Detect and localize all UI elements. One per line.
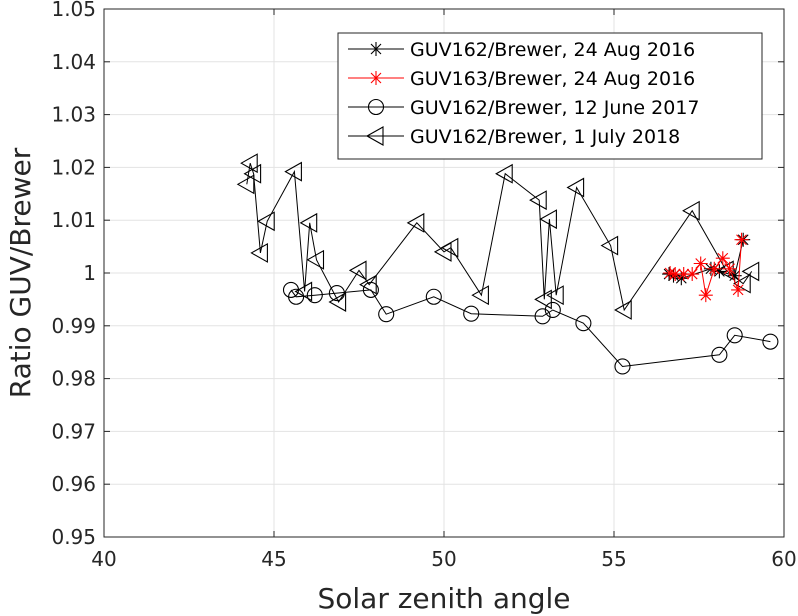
data-point bbox=[299, 212, 318, 233]
x-ticks: 40 45 50 55 60 bbox=[91, 9, 797, 571]
data-point bbox=[240, 153, 258, 174]
y-ticks: 0.95 0.96 0.97 0.98 0.99 1 1.01 1.02 1.03 1.04 1.0… bbox=[51, 0, 784, 549]
legend-box bbox=[337, 32, 763, 160]
y-tick-label: 1.01 bbox=[51, 208, 96, 232]
series-1 bbox=[663, 232, 749, 303]
data-point bbox=[733, 273, 751, 294]
data-point bbox=[727, 268, 742, 283]
data-point bbox=[600, 235, 619, 256]
data-point bbox=[362, 281, 379, 298]
data-point bbox=[762, 333, 779, 350]
data-point bbox=[406, 212, 425, 233]
data-point bbox=[471, 285, 489, 306]
data-point bbox=[243, 163, 262, 184]
data-point bbox=[698, 288, 713, 303]
x-tick-label: 60 bbox=[771, 547, 796, 571]
legend-marker bbox=[367, 98, 385, 116]
data-point bbox=[306, 287, 323, 304]
data-point bbox=[575, 315, 592, 332]
legend-label: GUV162/Brewer, 12 June 2017 bbox=[410, 97, 700, 119]
legend-label: GUV162/Brewer, 24 Aug 2016 bbox=[410, 39, 695, 61]
legend-marker bbox=[365, 126, 384, 146]
data-point bbox=[663, 266, 678, 280]
y-tick-label: 0.97 bbox=[51, 419, 96, 443]
data-point bbox=[726, 327, 743, 344]
data-point bbox=[328, 292, 347, 312]
y-tick-label: 1.02 bbox=[51, 155, 96, 179]
data-point bbox=[284, 161, 302, 182]
x-tick-label: 50 bbox=[431, 547, 456, 571]
data-point bbox=[668, 267, 683, 282]
series-line bbox=[246, 163, 753, 312]
data-point bbox=[539, 209, 557, 230]
data-point bbox=[529, 190, 547, 211]
data-point bbox=[257, 211, 275, 232]
data-point bbox=[236, 174, 255, 195]
data-point bbox=[614, 358, 631, 375]
data-point bbox=[734, 232, 749, 247]
data-point bbox=[348, 260, 367, 281]
data-point bbox=[495, 163, 513, 184]
x-tick-label: 40 bbox=[91, 547, 116, 571]
x-axis-title: Solar zenith angle bbox=[317, 582, 570, 615]
y-tick-label: 0.98 bbox=[51, 367, 96, 391]
y-tick-label: 0.95 bbox=[51, 525, 96, 549]
y-tick-label: 1 bbox=[83, 261, 96, 285]
data-point bbox=[731, 282, 746, 297]
data-point bbox=[534, 308, 551, 325]
data-point bbox=[716, 260, 734, 281]
legend-label: GUV162/Brewer, 1 July 2018 bbox=[410, 126, 680, 148]
series-layer bbox=[236, 153, 779, 375]
y-tick-label: 1.03 bbox=[51, 103, 96, 127]
data-point bbox=[614, 300, 632, 320]
data-point bbox=[328, 285, 345, 302]
data-point bbox=[722, 261, 737, 276]
y-tick-label: 0.96 bbox=[51, 472, 96, 496]
data-point bbox=[534, 289, 552, 310]
data-point bbox=[306, 249, 325, 270]
series-3 bbox=[236, 153, 760, 320]
data-point bbox=[685, 267, 700, 282]
data-point bbox=[676, 267, 691, 282]
x-tick-label: 45 bbox=[261, 547, 286, 571]
legend-label: GUV163/Brewer, 24 Aug 2016 bbox=[410, 68, 695, 90]
data-point bbox=[693, 256, 708, 271]
data-point bbox=[674, 271, 689, 286]
data-point bbox=[463, 305, 480, 322]
data-point bbox=[741, 261, 760, 282]
data-point bbox=[546, 285, 564, 306]
series-2 bbox=[282, 281, 779, 375]
data-point bbox=[544, 301, 561, 319]
y-tick-label: 1.05 bbox=[51, 0, 96, 21]
data-point bbox=[566, 177, 585, 198]
y-axis-title: Ratio GUV/Brewer bbox=[4, 147, 37, 398]
data-point bbox=[712, 264, 727, 279]
data-point bbox=[250, 242, 268, 263]
data-point bbox=[425, 288, 442, 305]
data-point bbox=[711, 346, 728, 363]
data-point bbox=[707, 261, 722, 276]
data-point bbox=[682, 200, 700, 221]
data-point bbox=[440, 237, 459, 258]
y-tick-label: 1.04 bbox=[51, 50, 96, 74]
y-tick-label: 0.99 bbox=[51, 314, 96, 338]
legend: GUV162/Brewer, 24 Aug 2016 GUV163/Brewer,… bbox=[337, 32, 763, 160]
data-point bbox=[288, 288, 305, 305]
x-tick-label: 55 bbox=[601, 547, 626, 571]
data-point bbox=[715, 251, 730, 266]
legend-marker bbox=[369, 71, 383, 85]
data-point bbox=[378, 306, 395, 323]
legend-marker bbox=[369, 42, 383, 56]
